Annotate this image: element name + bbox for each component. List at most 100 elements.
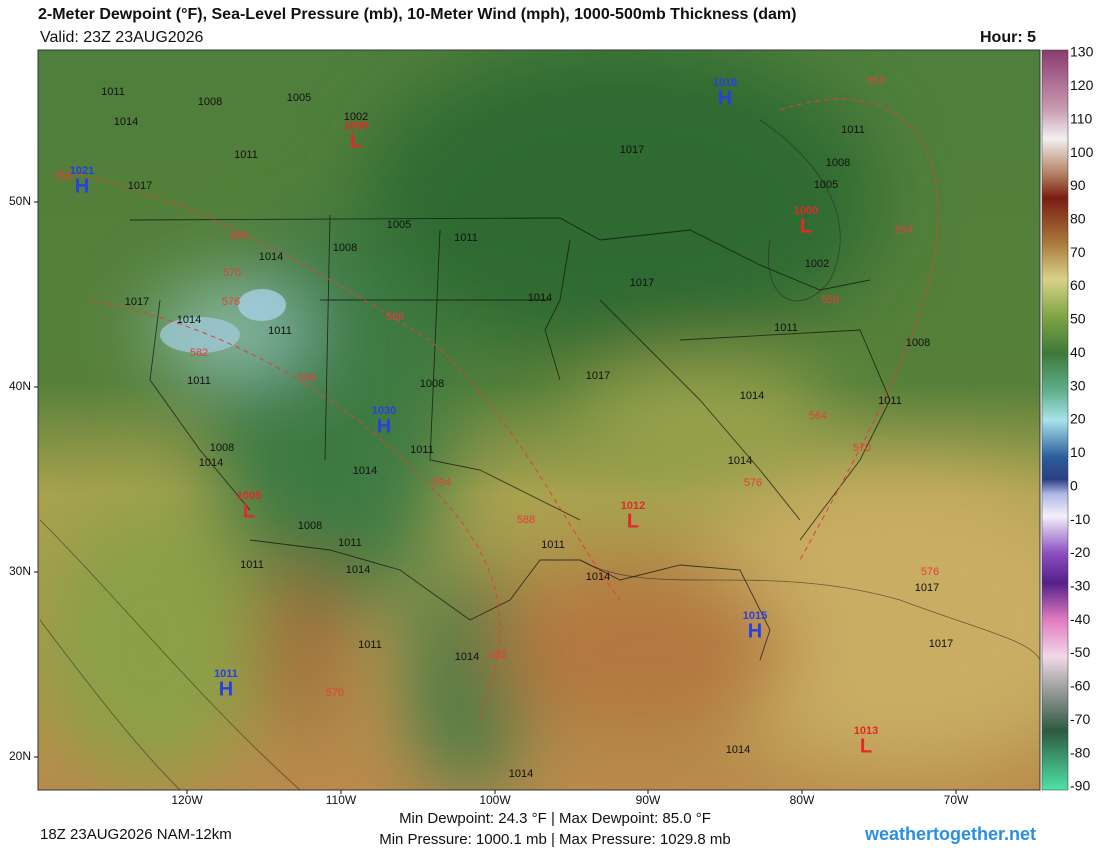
pressure-value: 1018 <box>713 77 737 89</box>
dewpoint-range: Min Dewpoint: 24.3 °F | Max Dewpoint: 85… <box>399 810 711 827</box>
colorbar-label: -10 <box>1070 511 1090 527</box>
colorbar-label: -70 <box>1070 711 1090 727</box>
isobar-label: 1008 <box>298 520 322 532</box>
thickness-label: 576 <box>222 296 240 308</box>
isobar-label: 1014 <box>114 116 138 128</box>
colorbar <box>1041 49 1069 791</box>
forecast-hour: Hour: 5 <box>980 29 1036 46</box>
thickness-label: 588 <box>386 311 404 323</box>
isobar-label: 1008 <box>333 242 357 254</box>
pressure-value: 1011 <box>214 668 238 680</box>
colorbar-label: 40 <box>1070 344 1086 360</box>
isobar-label: 1008 <box>826 157 850 169</box>
colorbar-label: 130 <box>1070 44 1094 60</box>
isobar-label: 1011 <box>541 539 565 551</box>
isobar-label: 1017 <box>125 296 149 308</box>
isobar-label: 1002 <box>344 111 368 123</box>
colorbar-label: -60 <box>1070 678 1090 694</box>
lon-label: 110W <box>326 793 357 807</box>
map-frame <box>37 49 1041 791</box>
lat-label: 40N <box>9 379 31 393</box>
colorbar-label: 70 <box>1070 244 1086 260</box>
isobar-label: 1011 <box>410 444 434 456</box>
isobar-label: 1011 <box>338 537 362 549</box>
isobar-label: 1014 <box>509 768 533 780</box>
high-marker: H <box>748 620 762 642</box>
isobar-label: 1011 <box>240 559 264 571</box>
low-marker: L <box>860 735 872 757</box>
high-marker: H <box>377 415 391 437</box>
isobar-label: 1014 <box>199 457 223 469</box>
low-marker: L <box>350 130 362 152</box>
pressure-value: 1005 <box>237 490 261 502</box>
thickness-label: 564 <box>809 410 827 422</box>
isobar-label: 1011 <box>101 86 125 98</box>
colorbar-label: -90 <box>1070 778 1090 794</box>
lon-label: 120W <box>171 793 203 807</box>
isobar-label: 1014 <box>528 292 552 304</box>
isobar-label: 1014 <box>586 571 610 583</box>
colorbar-label: 60 <box>1070 277 1086 293</box>
thickness-label: 558 <box>821 294 839 306</box>
isobar-label: 1008 <box>198 96 222 108</box>
isobar-label: 1005 <box>387 219 411 231</box>
thickness-label: 570 <box>326 687 344 699</box>
isobar-label: 1011 <box>841 124 865 136</box>
colorbar-label: 30 <box>1070 377 1086 393</box>
lat-label: 30N <box>9 564 31 578</box>
colorbar-label: 80 <box>1070 211 1086 227</box>
colorbar-label: 100 <box>1070 144 1094 160</box>
lon-label: 100W <box>479 793 511 807</box>
isobar-label: 1008 <box>420 378 444 390</box>
high-marker: H <box>219 678 233 700</box>
colorbar-label: 20 <box>1070 411 1086 427</box>
colorbar-label: 10 <box>1070 444 1086 460</box>
thickness-label: 588 <box>298 372 316 384</box>
colorbar-label: -40 <box>1070 611 1090 627</box>
thickness-label: 570 <box>853 442 871 454</box>
colorbar-label: 0 <box>1070 477 1078 493</box>
isobar-label: 1014 <box>728 455 752 467</box>
thickness-label: 564 <box>229 230 247 242</box>
lat-label: 20N <box>9 749 31 763</box>
lat-label: 50N <box>9 194 31 208</box>
title: 2-Meter Dewpoint (°F), Sea-Level Pressur… <box>38 6 796 23</box>
high-marker: H <box>718 87 732 109</box>
pressure-value: 1021 <box>70 165 94 177</box>
isobar-label: 1011 <box>774 322 798 334</box>
lon-label: 90W <box>636 793 661 807</box>
isobar-label: 1014 <box>455 651 479 663</box>
isobar-label: 1017 <box>128 180 152 192</box>
isobar-label: 1005 <box>814 179 838 191</box>
site-name: weathertogether.net <box>864 824 1036 844</box>
isobar-label: 1011 <box>234 149 258 161</box>
thickness-label: 564 <box>895 224 913 236</box>
colorbar-label: -30 <box>1070 578 1090 594</box>
isobar-label: 1011 <box>268 325 292 337</box>
colorbar-label: -80 <box>1070 744 1090 760</box>
valid-time: Valid: 23Z 23AUG2026 <box>40 29 203 46</box>
isobar-label: 1011 <box>358 639 382 651</box>
thickness-label: 594 <box>433 477 451 489</box>
isobar-label: 1017 <box>586 370 610 382</box>
isobar-label: 1005 <box>287 92 311 104</box>
pressure-value: 1013 <box>854 725 878 737</box>
isobar-label: 1014 <box>740 390 764 402</box>
thickness-label: 576 <box>744 477 762 489</box>
thickness-label: 588 <box>517 514 535 526</box>
isobar-label: 1017 <box>915 582 939 594</box>
colorbar-label: 90 <box>1070 177 1086 193</box>
isobar-label: 1008 <box>906 337 930 349</box>
pressure-value: 1030 <box>372 405 396 417</box>
isobar-label: 1011 <box>878 395 902 407</box>
isobar-label: 1017 <box>630 277 654 289</box>
isobar-label: 1014 <box>259 251 283 263</box>
pressure-value: 1000 <box>794 205 818 217</box>
isobar-label: 1014 <box>726 744 750 756</box>
thickness-label: 570 <box>223 267 241 279</box>
colorbar-label: 120 <box>1070 77 1094 93</box>
isobar-label: 1014 <box>177 314 201 326</box>
isobar-label: 1008 <box>210 442 234 454</box>
